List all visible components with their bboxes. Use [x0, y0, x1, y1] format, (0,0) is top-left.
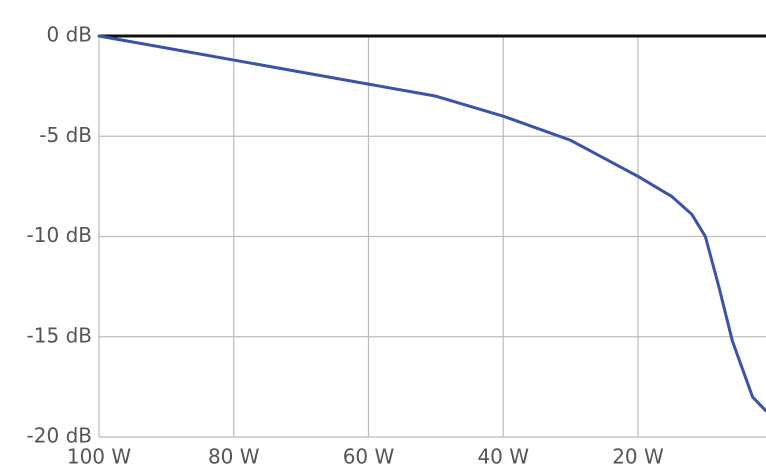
grid — [98, 36, 766, 438]
series-group — [97, 34, 766, 413]
x-tick-labels: 100 W 80 W 60 W 40 W 20 W — [67, 445, 664, 468]
y-tick-label: -5 dB — [39, 123, 92, 147]
y-tick-label: -10 dB — [27, 223, 92, 247]
y-tick-label: 0 dB — [47, 23, 93, 47]
series-line-0 — [97, 34, 766, 413]
x-tick-label: 20 W — [612, 445, 664, 468]
y-tick-label: -20 dB — [27, 424, 92, 448]
x-tick-label: 60 W — [343, 445, 395, 468]
x-tick-label: 100 W — [67, 445, 132, 468]
x-tick-label: 40 W — [477, 445, 529, 468]
x-tick-label: 80 W — [208, 445, 260, 468]
y-tick-labels: 0 dB -5 dB -10 dB -15 dB -20 dB — [27, 23, 92, 448]
y-tick-label: -15 dB — [27, 323, 92, 347]
